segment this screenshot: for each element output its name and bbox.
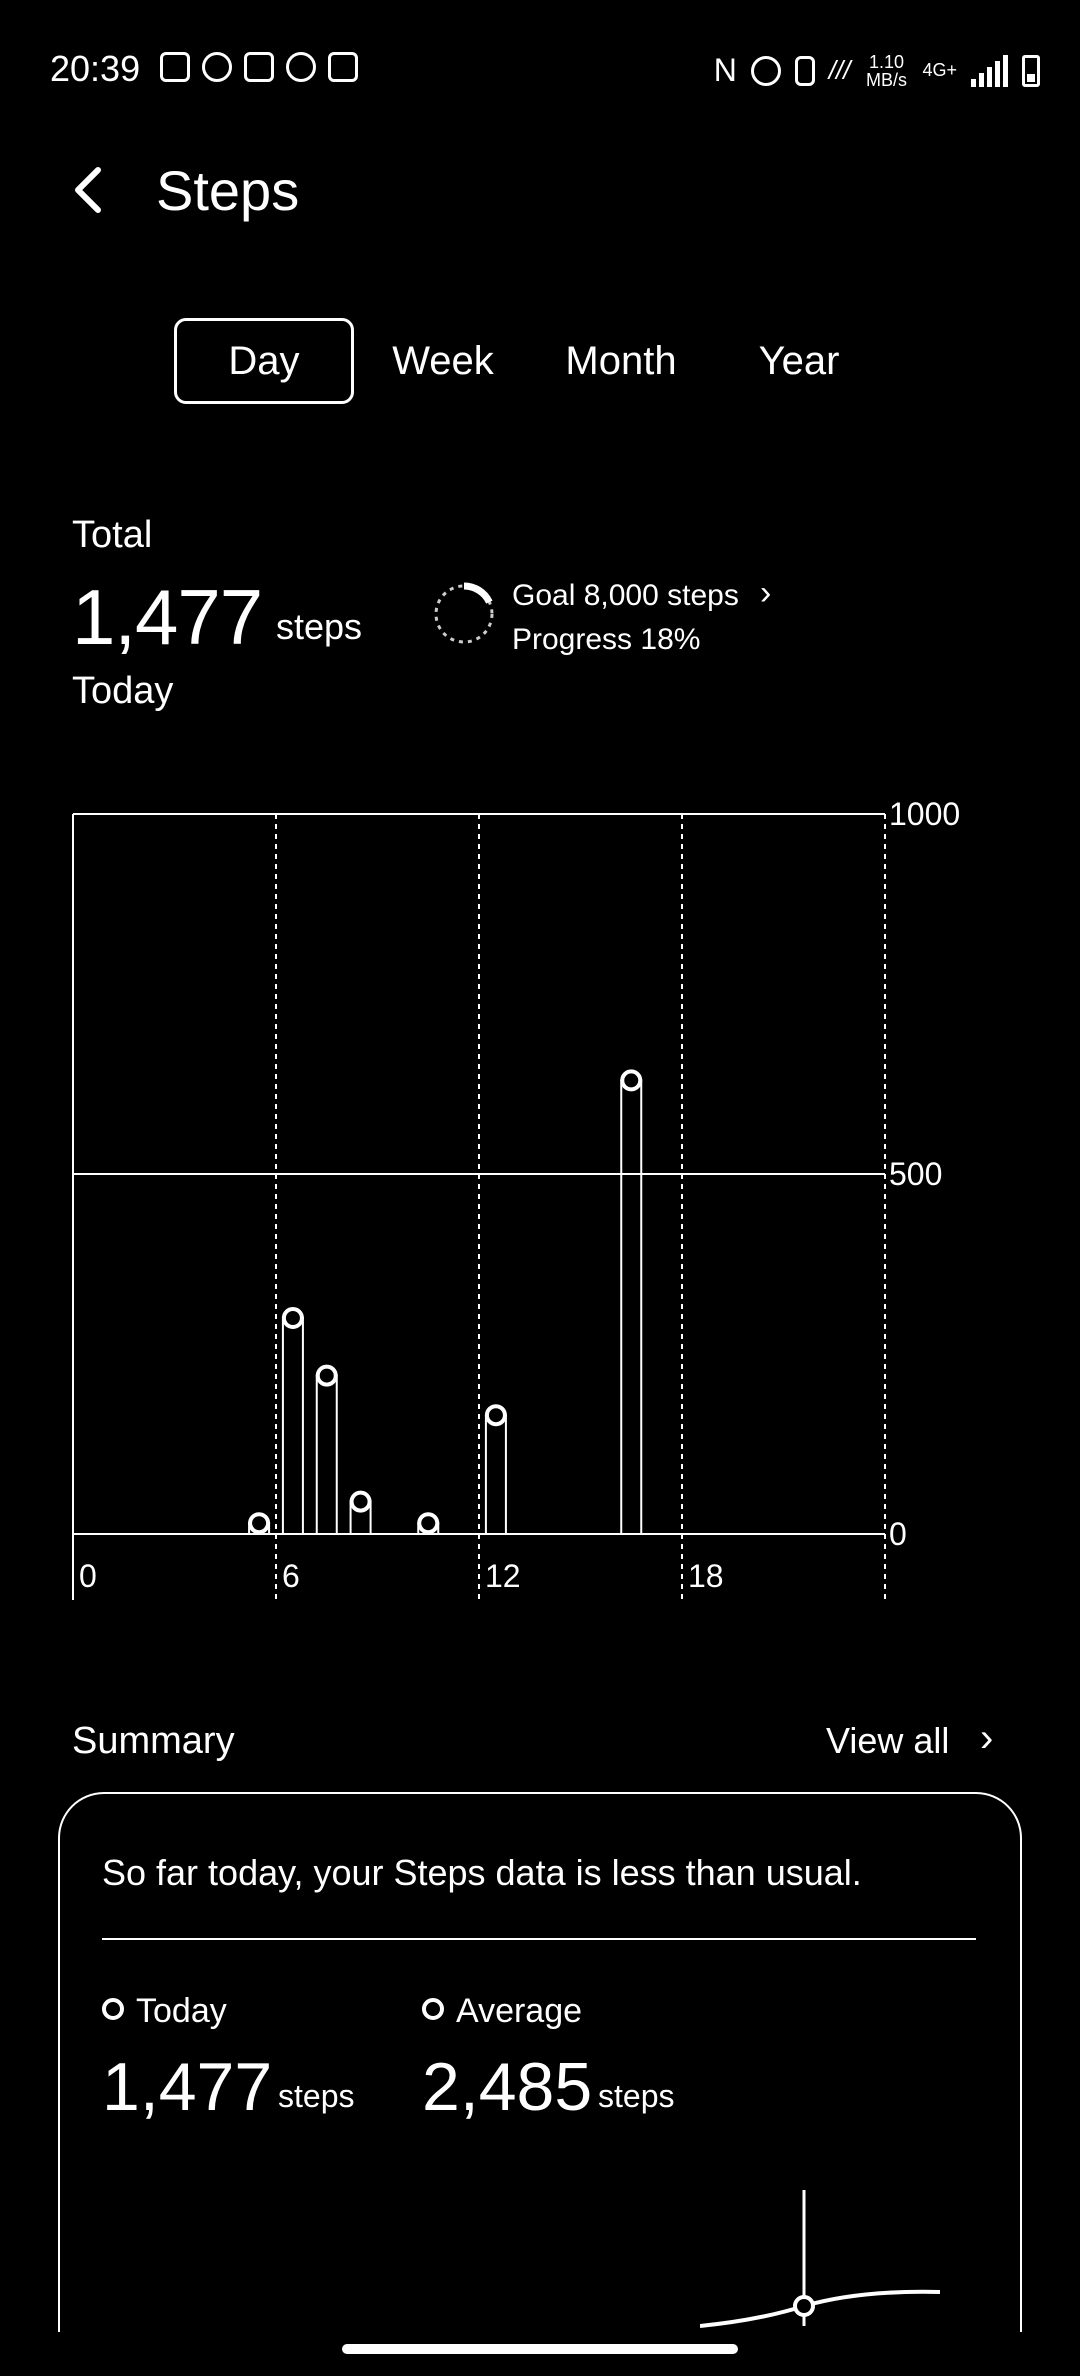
status-right: N /// 1.10 MB/s 4G+ [714,52,1040,89]
today-steps-value: 1,477 [102,2049,273,2125]
chevron-right-icon[interactable]: › [980,1716,994,1760]
back-button[interactable] [60,160,120,220]
vibrate-icon [794,55,815,86]
total-label: Total [72,514,153,556]
battery-icon [1022,54,1040,87]
total-value: 1,477 [72,573,263,661]
y-tick-label: 1000 [889,796,961,832]
nfc-icon: N [713,52,737,88]
status-time: 20:39 [50,48,141,89]
app-icon [244,52,274,82]
tab-week[interactable]: Week [392,338,494,383]
signal-icon [971,54,1008,87]
today-steps-unit: steps [278,2078,355,2114]
chart-point [349,1490,372,1513]
comparison-mini-chart [700,2190,941,2328]
progress-text: Progress 18% [512,623,701,656]
x-tick-label: 0 [79,1558,97,1594]
today-legend-label: Today [136,1992,227,2030]
divider [102,1938,976,1940]
page-title: Steps [156,159,300,222]
goal-progress-arc [432,582,496,646]
chart-bar [281,1317,304,1535]
average-steps-unit: steps [598,2078,675,2114]
chart-bar [620,1079,643,1535]
chart-bar [315,1374,338,1535]
summary-title: Summary [72,1720,235,1762]
today-legend-dot-icon [102,1998,124,2020]
goal-info[interactable]: Goal 8,000 steps Progress 18% [512,574,739,662]
summary-card [58,1792,1022,2332]
steps-chart[interactable] [60,800,1020,1620]
tab-year[interactable]: Year [758,338,840,383]
network-type: 4G+ [922,60,957,80]
chart-point [315,1364,338,1387]
mini-chart-point [793,2295,815,2317]
tab-month[interactable]: Month [565,338,677,383]
period-label: Today [72,670,174,712]
average-legend-dot-icon [422,1998,444,2020]
volte-icon: /// [828,55,851,85]
summary-message: So far today, your Steps data is less th… [102,1852,862,1893]
camera-icon [286,52,316,82]
y-tick-label: 0 [889,1516,907,1552]
hotspot-icon [750,55,781,86]
chart-bar [484,1414,507,1536]
period-tabs: Day Week Month Year [174,318,888,404]
goal-text: Goal 8,000 steps [512,579,739,612]
chart-bars [248,1069,643,1536]
view-all-link[interactable]: View all [826,1720,950,1761]
average-legend-label: Average [456,1992,583,2030]
x-tick-label: 12 [485,1558,521,1594]
chevron-right-icon[interactable]: › [760,574,772,612]
x-tick-label: 6 [282,1558,300,1594]
key-icon [328,52,358,82]
status-left-icons [160,52,358,82]
x-tick-label: 18 [688,1558,724,1594]
chart-point [620,1069,643,1092]
mini-chart-curve [700,2289,941,2328]
goal-progress-ring [432,582,496,646]
chart-grid [72,813,886,1600]
chart-point [281,1307,304,1329]
notification-icon [160,52,190,82]
total-unit: steps [276,606,363,647]
net-speed: 1.10 MB/s [865,51,907,90]
chart-point [417,1512,440,1535]
tab-day[interactable]: Day [174,318,354,404]
back-arrow-icon [75,167,101,213]
average-steps-value: 2,485 [422,2049,593,2125]
chart-point [248,1512,271,1535]
home-indicator[interactable] [342,2344,738,2354]
y-tick-label: 500 [889,1156,943,1192]
chart-point [484,1404,507,1427]
telegram-icon [202,52,232,82]
